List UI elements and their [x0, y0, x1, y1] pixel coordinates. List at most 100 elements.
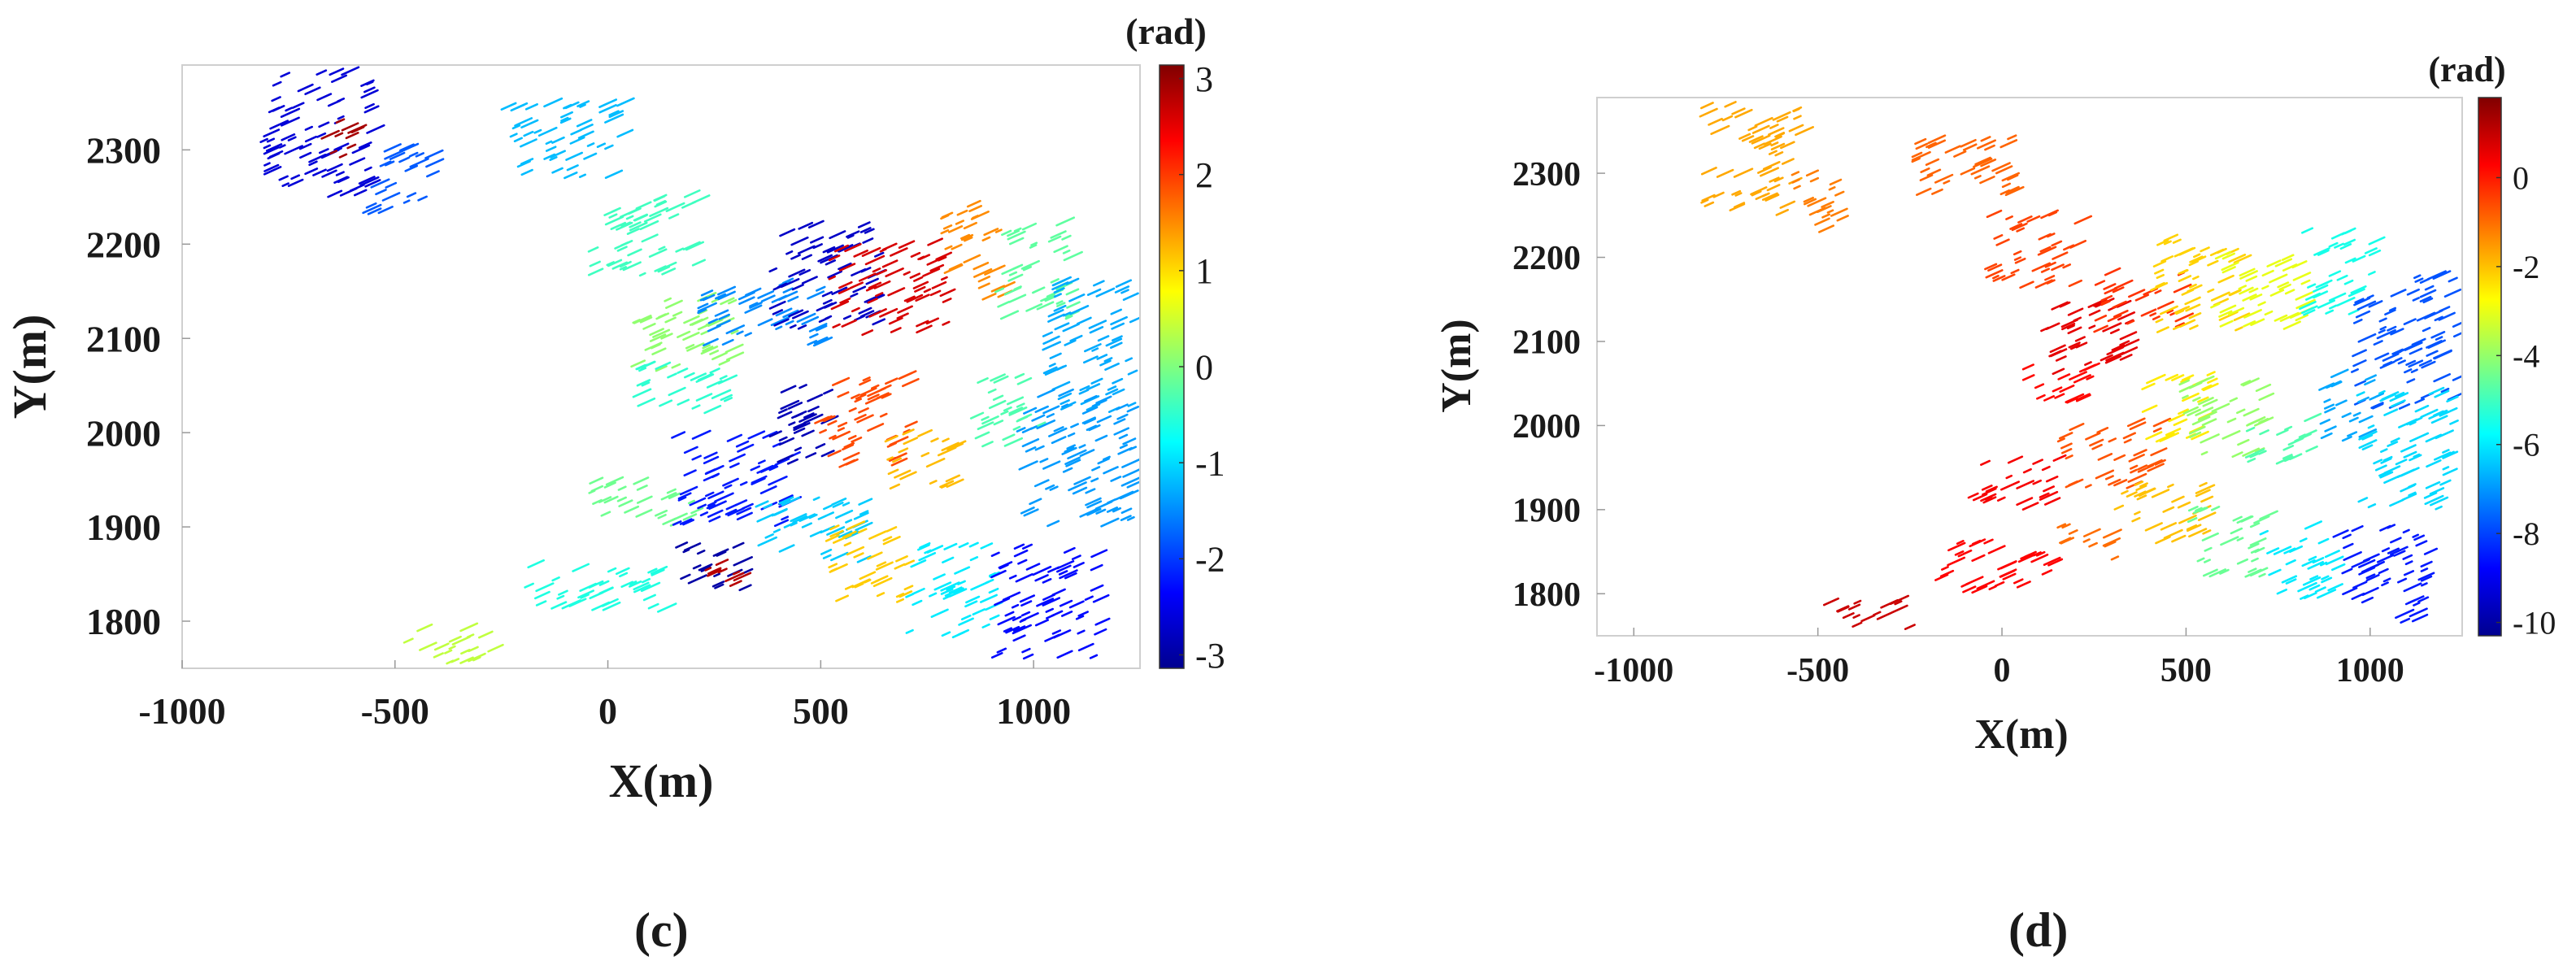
phase-band: [825, 520, 916, 603]
x-tick-label: 500: [2160, 652, 2212, 689]
phase-band: [2021, 362, 2100, 404]
phase-band: [884, 428, 967, 490]
phase-band: [2259, 520, 2346, 600]
phase-band: [675, 541, 754, 592]
plot-frame-c: [181, 64, 1141, 669]
x-tick-label: -1000: [1594, 652, 1673, 689]
phase-band: [524, 559, 677, 613]
y-tick-label: 2000: [1512, 408, 1581, 446]
y-axis-d: 1800 1900 2000 2100 2200 2300: [1512, 156, 1605, 614]
phase-band: [320, 118, 368, 159]
x-tick-label: 1000: [996, 690, 1071, 732]
phase-band: [1016, 388, 1140, 528]
phase-bands-d: [1699, 101, 2462, 630]
phase-band: [2332, 524, 2439, 624]
x-tick-label: -1000: [138, 690, 225, 732]
phase-band: [1791, 169, 1849, 233]
phase-band: [2040, 298, 2140, 376]
y-tick-label: 1900: [1512, 493, 1581, 530]
colorbar-unit-c: (rad): [1125, 11, 1207, 52]
colorbar-tick-label: -1: [1195, 444, 1225, 484]
phase-band: [630, 292, 745, 372]
phase-band: [768, 384, 839, 465]
colorbar-ticks-c: 3 2 1 0 -1 -2 -3: [1179, 59, 1225, 676]
phase-band: [500, 97, 635, 180]
y-tick-label: 2200: [86, 224, 161, 265]
colorbar-ticks-d: 0 -2 -4 -6 -8 -10: [2496, 159, 2556, 641]
phase-band: [990, 543, 1111, 660]
x-axis-d: -1000 -500 0 500 1000: [1594, 628, 2404, 689]
x-tick-label: 1000: [2336, 652, 2404, 689]
phase-band: [1911, 134, 2025, 197]
colorbar-tick-label: -4: [2513, 337, 2539, 374]
panel-label-d: (d): [2008, 903, 2069, 957]
x-tick-label: 0: [1994, 652, 2011, 689]
y-tick-label: 1900: [86, 507, 161, 548]
panel-label-c: (c): [634, 903, 689, 957]
colorbar-tick-label: -2: [1195, 540, 1225, 580]
colorbar-tick-label: 2: [1195, 155, 1213, 195]
y-tick-label: 2100: [1512, 324, 1581, 362]
phase-band: [994, 216, 1083, 320]
phase-band: [259, 66, 385, 198]
y-tick-label: 2300: [1512, 156, 1581, 193]
phase-band: [2210, 250, 2316, 330]
phase-band: [905, 541, 1003, 639]
phase-band: [1699, 101, 1815, 216]
phase-band: [2356, 386, 2459, 511]
phase-band: [1967, 454, 2067, 511]
colorbar-tick-label: -6: [2513, 427, 2539, 463]
x-tick-label: 0: [598, 690, 617, 732]
colorbar-tick-label: 0: [2513, 159, 2529, 196]
phase-band: [2093, 267, 2195, 333]
y-axis-label-c: Y(m): [3, 315, 56, 420]
x-tick-label: -500: [361, 690, 429, 732]
phase-band: [1042, 276, 1140, 414]
x-tick-label: -500: [1786, 652, 1849, 689]
x-axis-label-d: X(m): [1974, 711, 2069, 758]
phase-band: [587, 189, 711, 277]
colorbar-tick-label: -10: [2513, 605, 2556, 641]
phase-band: [671, 429, 803, 528]
y-tick-label: 2300: [86, 129, 161, 171]
y-tick-label: 2000: [86, 412, 161, 454]
phase-band: [1822, 594, 1916, 630]
colorbar-tick-label: -2: [2513, 249, 2539, 285]
phase-band: [402, 622, 504, 665]
y-axis-c: 1800 1900 2000 2100 2200 2300: [86, 129, 190, 642]
phase-band: [2244, 412, 2322, 465]
colorbar-tick-label: -8: [2513, 515, 2539, 552]
phase-band: [632, 360, 738, 415]
y-tick-label: 2100: [86, 318, 161, 359]
colorbar-d: [2478, 97, 2502, 637]
phase-band: [940, 199, 1016, 301]
colorbar-tick-label: 1: [1195, 251, 1213, 291]
phase-band: [2318, 368, 2385, 442]
x-axis-c: -1000 -500 0 500 1000: [138, 660, 1071, 732]
plot-frame-d: [1596, 97, 2463, 637]
phase-bands-c: [259, 66, 1140, 665]
phase-band: [755, 496, 873, 563]
phase-band: [2178, 375, 2275, 459]
phase-band: [697, 277, 833, 347]
y-tick-label: 1800: [86, 601, 161, 642]
y-tick-label: 1800: [1512, 576, 1581, 614]
phase-band: [1934, 538, 2064, 594]
phase-band: [2351, 270, 2462, 410]
phase-band: [2113, 480, 2217, 545]
phase-band: [2056, 523, 2122, 561]
colorbar-tick-label: -3: [1195, 636, 1225, 676]
phase-map-d: -1000 -500 0 500 1000 1800 1900 2000 2100 2200 23…: [1434, 50, 2556, 758]
phase-band: [1984, 209, 2093, 289]
phase-map-c: -1000 -500 0 500 1000 1800 1900 2000 2100 2200 23…: [3, 11, 1225, 807]
phase-band: [828, 237, 956, 337]
phase-band: [588, 476, 704, 527]
phase-band: [2299, 227, 2386, 316]
phase-band: [969, 372, 1046, 448]
x-tick-label: 500: [793, 690, 849, 732]
phase-band: [704, 559, 752, 587]
phase-band: [2187, 505, 2278, 578]
phase-band: [362, 142, 445, 215]
phase-band: [768, 220, 887, 330]
